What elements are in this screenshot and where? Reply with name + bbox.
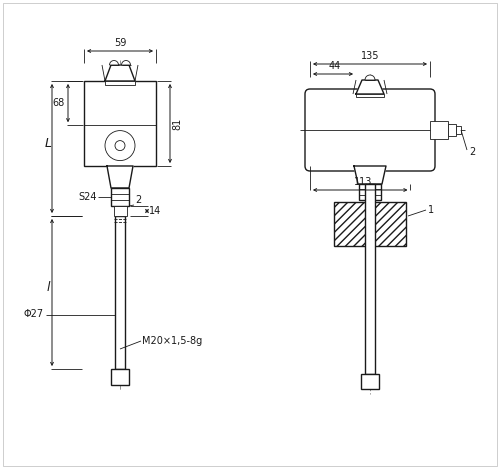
Text: 59: 59 bbox=[114, 38, 126, 48]
Bar bbox=[430, 121, 448, 139]
Bar bbox=[359, 184, 381, 200]
Wedge shape bbox=[365, 75, 375, 80]
Text: 135: 135 bbox=[361, 51, 380, 61]
Polygon shape bbox=[105, 65, 135, 81]
Text: Φ27: Φ27 bbox=[24, 310, 44, 319]
Polygon shape bbox=[354, 166, 386, 184]
Text: 68: 68 bbox=[53, 98, 65, 108]
Text: 81: 81 bbox=[172, 117, 182, 129]
Text: 2: 2 bbox=[469, 147, 475, 157]
Text: S24: S24 bbox=[78, 192, 97, 202]
Text: 113: 113 bbox=[354, 177, 372, 187]
Bar bbox=[448, 124, 456, 136]
Bar bbox=[356, 94, 384, 97]
Text: l: l bbox=[46, 281, 50, 294]
Bar bbox=[111, 369, 129, 385]
Bar bbox=[456, 126, 461, 134]
Bar bbox=[334, 202, 406, 246]
Polygon shape bbox=[356, 80, 384, 94]
Bar bbox=[365, 184, 375, 374]
Text: 2: 2 bbox=[135, 195, 141, 205]
Wedge shape bbox=[110, 61, 118, 65]
Bar bbox=[365, 202, 375, 246]
Text: 14: 14 bbox=[149, 206, 161, 216]
Text: 44: 44 bbox=[329, 61, 341, 71]
Bar bbox=[361, 374, 379, 389]
FancyBboxPatch shape bbox=[305, 89, 435, 171]
Bar bbox=[105, 81, 135, 85]
Bar bbox=[115, 216, 125, 369]
Wedge shape bbox=[122, 61, 130, 65]
Polygon shape bbox=[107, 166, 133, 188]
Text: M20×1,5-8g: M20×1,5-8g bbox=[142, 336, 202, 346]
Bar bbox=[114, 206, 126, 216]
Text: 1: 1 bbox=[428, 205, 434, 215]
Bar bbox=[84, 81, 156, 166]
Bar bbox=[111, 188, 129, 206]
Text: L: L bbox=[44, 137, 52, 150]
